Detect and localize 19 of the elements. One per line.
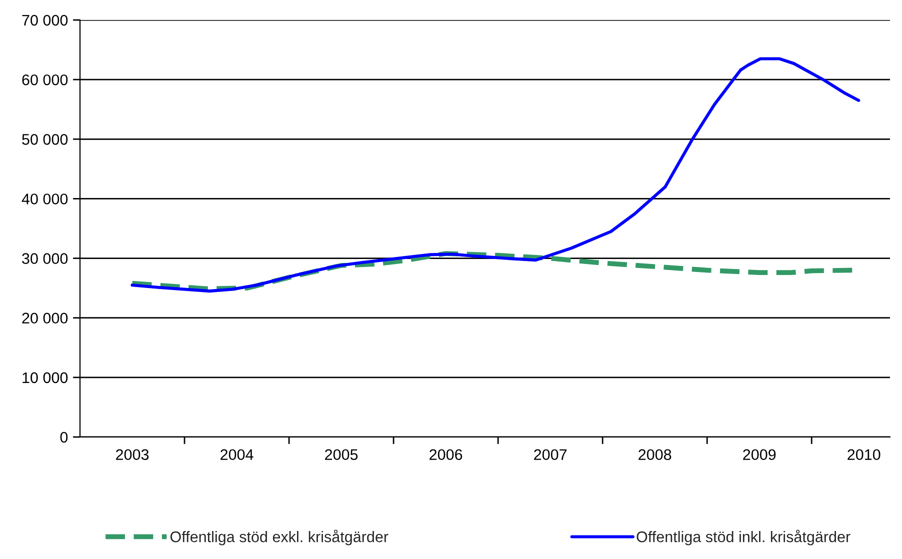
x-tick-label: 2010: [848, 449, 880, 460]
y-tick-label: 30 000: [22, 253, 68, 264]
y-tick-label: 0: [60, 432, 68, 443]
y-tick-label: 10 000: [22, 372, 68, 384]
x-tick-label: 2008: [638, 449, 672, 460]
legend-label: Offentliga stöd inkl. krisåtgärder: [636, 530, 850, 546]
x-tick-label: 2006: [430, 449, 462, 460]
x-tick-label: 2004: [220, 449, 254, 460]
x-tick-label: 2005: [325, 449, 358, 460]
x-tick-label: 2003: [116, 449, 149, 460]
legend-label: Offentliga stöd exkl. krisåtgärder: [170, 530, 388, 546]
x-tick-label: 2007: [534, 449, 567, 460]
x-tick-label: 2009: [743, 449, 776, 460]
y-tick-label: 70 000: [22, 14, 68, 26]
y-tick-label: 60 000: [22, 74, 68, 86]
y-tick-label: 50 000: [22, 134, 68, 145]
line-series: [130, 57, 860, 293]
y-tick-label: 20 000: [22, 312, 68, 324]
y-tick-label: 40 000: [22, 194, 68, 204]
